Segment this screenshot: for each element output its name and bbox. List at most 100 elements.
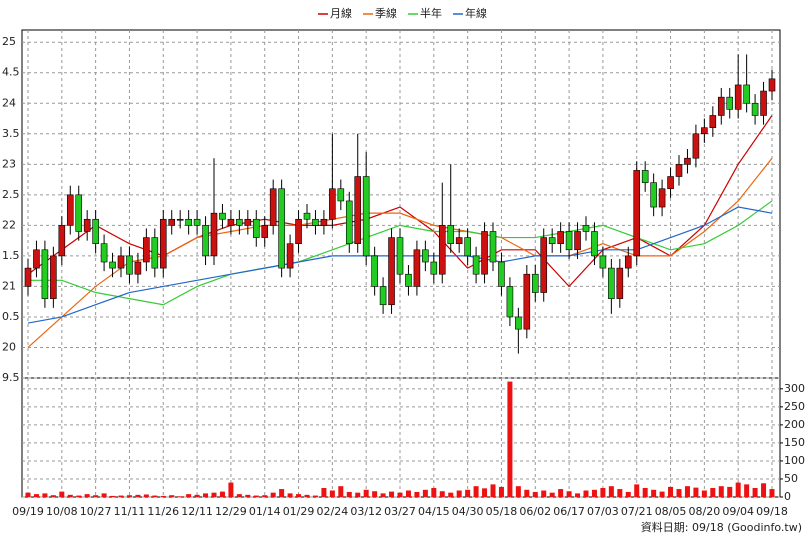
candle-body xyxy=(447,225,455,244)
candle-body xyxy=(650,182,657,208)
candle-body xyxy=(320,218,328,226)
volume-bar xyxy=(296,494,302,497)
x-tick-label: 07/21 xyxy=(621,505,653,518)
volume-bar xyxy=(152,495,158,497)
volume-bar xyxy=(160,495,166,497)
volume-bar xyxy=(439,491,445,497)
candle-body xyxy=(464,237,471,257)
candle-body xyxy=(489,231,497,263)
footer: 資料日期: 09/18 (Goodinfo.tw) xyxy=(641,520,802,534)
candle-body xyxy=(66,194,74,226)
volume-bar xyxy=(219,491,225,497)
candle-body xyxy=(506,286,514,318)
volume-bar xyxy=(668,486,674,497)
volume-bar xyxy=(735,482,741,497)
legend-label: 年線 xyxy=(465,6,487,20)
candle-body xyxy=(675,164,683,177)
candle-body xyxy=(337,188,345,202)
candle-body xyxy=(83,218,91,232)
volume-bar xyxy=(608,486,614,497)
volume-bar xyxy=(524,489,530,497)
candle-body xyxy=(143,237,150,263)
candle-body xyxy=(413,249,421,287)
volume-bar xyxy=(769,489,775,497)
ma-line xyxy=(28,200,773,306)
volume-bar xyxy=(684,486,690,497)
y-tick-label: 2.5 xyxy=(2,188,20,201)
volume-bar xyxy=(625,491,631,497)
candle-body xyxy=(582,225,590,232)
volume-bar xyxy=(380,493,386,497)
candle-body xyxy=(760,90,767,116)
volume-bar xyxy=(727,486,733,497)
candle-body xyxy=(641,170,649,183)
x-tick-label: 06/17 xyxy=(553,505,585,518)
volume-bar xyxy=(262,495,268,497)
candle-body xyxy=(472,255,480,275)
volume-bar xyxy=(701,490,707,497)
candle-body xyxy=(295,218,302,244)
candle-body xyxy=(371,255,378,287)
candle-body xyxy=(667,176,674,190)
candle-body xyxy=(134,261,142,275)
x-tick-label: 02/24 xyxy=(317,505,349,518)
candle-body xyxy=(734,84,742,110)
x-tick-label: 01/14 xyxy=(249,505,281,518)
volume-bar xyxy=(448,492,454,497)
candle-body xyxy=(286,243,294,269)
candle-body xyxy=(574,231,581,251)
candle-body xyxy=(565,231,573,251)
candle-body xyxy=(455,237,463,244)
volume-bar xyxy=(718,486,724,497)
volume-bar xyxy=(744,484,750,497)
candle-body xyxy=(481,231,488,275)
candle-body xyxy=(75,194,83,232)
candle-body xyxy=(278,188,285,269)
volume-bar xyxy=(101,493,107,497)
candle-body xyxy=(531,273,539,293)
y-tick-label: 1.5 xyxy=(2,249,20,262)
candle-body xyxy=(202,225,209,257)
volume-bar xyxy=(67,494,73,497)
y2-tick-label: 300 xyxy=(784,382,805,395)
y-tick-label: 22 xyxy=(2,218,16,231)
y2-tick-label: 100 xyxy=(784,454,805,467)
y2-tick-label: 0 xyxy=(784,490,791,503)
candle-body xyxy=(345,200,353,244)
volume-bar xyxy=(634,484,640,497)
candle-body xyxy=(210,212,218,257)
volume-bar xyxy=(532,491,538,497)
candle-body xyxy=(126,255,133,275)
volume-bar xyxy=(93,495,99,497)
volume-bar xyxy=(143,494,149,497)
x-tick-label: 01/29 xyxy=(283,505,315,518)
candle-body xyxy=(227,218,235,226)
x-tick-label: 09/18 xyxy=(756,505,788,518)
x-tick-label: 09/19 xyxy=(12,505,44,518)
candle-body xyxy=(430,261,438,275)
y-tick-label: 0.5 xyxy=(2,310,20,323)
volume-bar xyxy=(693,487,699,497)
volume-bar xyxy=(253,495,259,497)
candle-body xyxy=(540,237,548,293)
volume-bar xyxy=(245,494,251,497)
volume-bar xyxy=(372,491,378,497)
x-tick-label: 04/30 xyxy=(452,505,484,518)
volume-bar xyxy=(414,491,420,497)
candle-body xyxy=(303,212,311,220)
volume-bar xyxy=(541,490,547,497)
volume-bar xyxy=(752,487,758,497)
candle-body xyxy=(33,249,40,269)
x-tick-label: 09/04 xyxy=(722,505,754,518)
volume-bar xyxy=(431,487,437,497)
y2-tick-label: 200 xyxy=(784,418,805,431)
volume-bar xyxy=(363,489,369,497)
candle-body xyxy=(312,218,319,226)
candle-body xyxy=(633,170,641,257)
volume-bar xyxy=(575,493,581,497)
volume-bar xyxy=(490,484,496,497)
candle-body xyxy=(751,102,759,116)
volume-bar xyxy=(456,490,462,497)
candle-body xyxy=(726,96,734,110)
y-tick-label: 9.5 xyxy=(2,371,20,384)
